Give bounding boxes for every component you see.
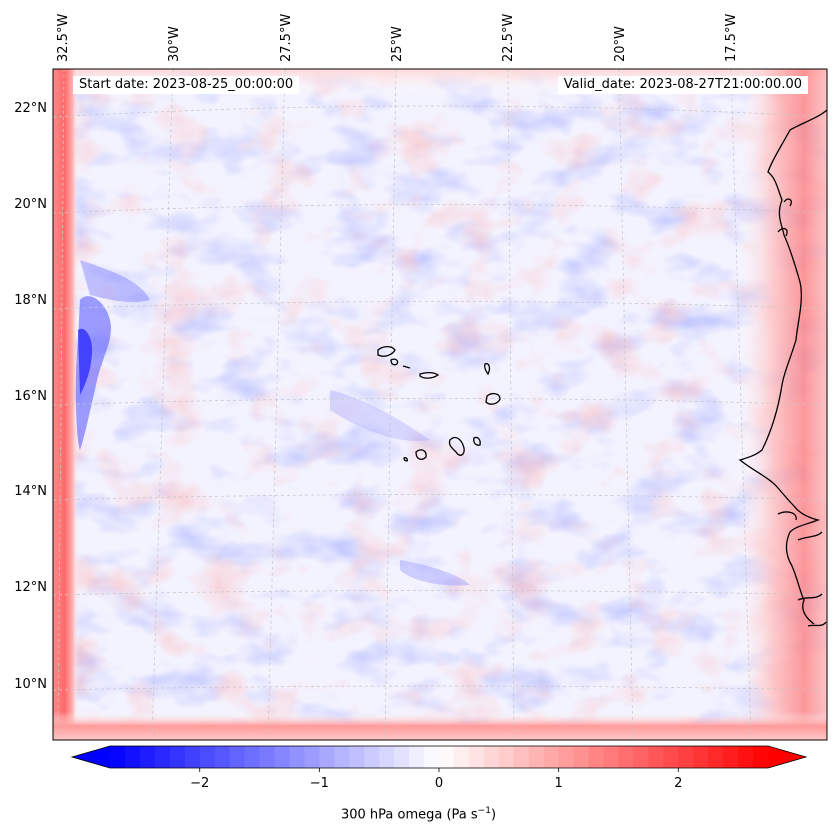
lon-label-32-5w: 32.5°W (56, 14, 71, 62)
colorbar-segment (244, 746, 261, 768)
colorbar-extend-high (768, 746, 806, 768)
colorbar-outline (70, 745, 808, 769)
island-sao-vicente (390, 358, 399, 366)
lon-label-30w: 30°W (167, 26, 182, 62)
lat-label-14n: 14°N (14, 484, 47, 499)
start-date-label: Start date: 2023-08-25_00:00:00 (73, 76, 300, 94)
coastline (377, 109, 827, 627)
lon-label-27-5w: 27.5°W (279, 14, 294, 62)
island-santa-luzia (402, 365, 411, 369)
colorbar-segment (588, 746, 605, 768)
colorbar-label-suffix: ) (490, 807, 497, 823)
colorbar-segment (124, 746, 141, 768)
colorbar-segment (618, 746, 635, 768)
island-santiago (448, 436, 465, 456)
latitude-labels: 22°N 20°N 18°N 16°N 14°N 12°N 10°N (14, 101, 47, 692)
colorbar-segment (199, 746, 216, 768)
colorbar-segment (439, 746, 455, 768)
colorbar-segment (110, 746, 126, 768)
graticule (52, 68, 828, 741)
colorbar-segment (259, 746, 276, 768)
colorbar-tick-label: 2 (674, 776, 682, 791)
colorbar-segment (603, 746, 620, 768)
lon-label-25w: 25°W (390, 26, 405, 62)
colorbar-segment (334, 746, 350, 768)
colorbar-segment (154, 746, 171, 768)
island-sao-nicolau (419, 371, 440, 379)
colorbar-segment (409, 746, 425, 768)
colorbar-segment (289, 746, 306, 768)
colorbar-segment (753, 746, 769, 768)
lon-label-22-5w: 22.5°W (501, 14, 516, 62)
colorbar-segment (528, 746, 545, 768)
omega-field (53, 69, 827, 740)
lon-label-20w: 20°W (613, 26, 628, 62)
colorbar-label-exponent: −1 (477, 806, 491, 816)
lat-label-12n: 12°N (14, 580, 47, 595)
island-maio (473, 436, 481, 446)
colorbar-segment (424, 746, 440, 768)
colorbar-segment (513, 746, 530, 768)
colorbar-segment (274, 746, 291, 768)
colorbar: −2 −1 0 1 2 (70, 745, 808, 791)
island-brava (403, 457, 408, 462)
colorbar-segment (214, 746, 231, 768)
colorbar-segment (468, 746, 485, 768)
valid-date-label: Valid_date: 2023-08-27T21:00:00.00 (557, 76, 808, 94)
colorbar-segment (738, 746, 754, 768)
lat-label-10n: 10°N (14, 677, 47, 692)
island-boa-vista (485, 392, 501, 405)
colorbar-segments (110, 746, 769, 768)
colorbar-segment (663, 746, 679, 768)
colorbar-segment (169, 746, 186, 768)
colorbar-tick-label: 0 (435, 776, 443, 791)
colorbar-tick-label: −2 (190, 776, 209, 791)
lat-label-18n: 18°N (14, 293, 47, 308)
colorbar-segment (483, 746, 500, 768)
island-santo-antao (377, 345, 396, 357)
lon-label-17-5w: 17.5°W (724, 14, 739, 62)
colorbar-label-prefix: 300 hPa omega (Pa s (340, 807, 478, 823)
longitude-labels: 32.5°W 30°W 27.5°W 25°W 22.5°W 20°W 17.5… (56, 14, 739, 62)
colorbar-segment (573, 746, 590, 768)
colorbar-segment (558, 746, 575, 768)
colorbar-tick-label: 1 (554, 776, 562, 791)
colorbar-segment (633, 746, 649, 768)
colorbar-segment (708, 746, 724, 768)
colorbar-segment (678, 746, 694, 768)
colorbar-tick-label: −1 (310, 776, 329, 791)
island-sal (483, 362, 491, 376)
colorbar-segment (453, 746, 470, 768)
colorbar-segment (229, 746, 246, 768)
colorbar-segment (394, 746, 410, 768)
colorbar-segment (304, 746, 320, 768)
colorbar-segment (139, 746, 156, 768)
island-fogo (415, 449, 427, 460)
colorbar-segment (723, 746, 739, 768)
colorbar-segment (648, 746, 664, 768)
colorbar-segment (379, 746, 395, 768)
map-frame (52, 68, 828, 741)
lat-label-22n: 22°N (14, 101, 47, 116)
colorbar-label: 300 hPa omega (Pa s−1) (0, 806, 837, 822)
lat-label-16n: 16°N (14, 389, 47, 404)
colorbar-extend-low (72, 746, 110, 768)
colorbar-segment (693, 746, 709, 768)
colorbar-segment (498, 746, 515, 768)
colorbar-segment (543, 746, 560, 768)
colorbar-segment (319, 746, 335, 768)
africa-coast (738, 109, 827, 625)
colorbar-segment (349, 746, 365, 768)
lat-label-20n: 20°N (14, 197, 47, 212)
colorbar-segment (364, 746, 380, 768)
colorbar-ticks: −2 −1 0 1 2 (190, 768, 682, 791)
colorbar-segment (184, 746, 201, 768)
